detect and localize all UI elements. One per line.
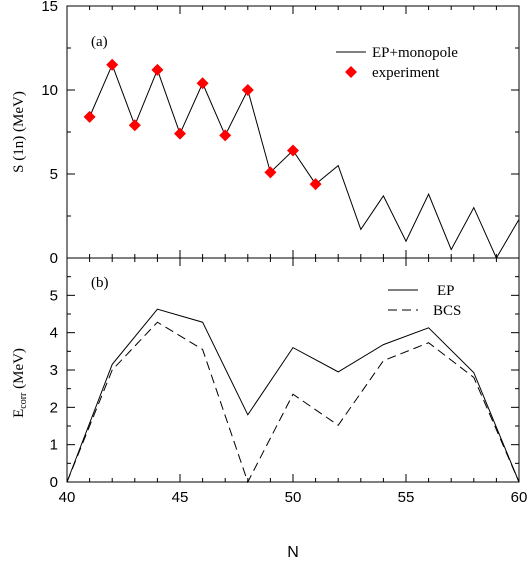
series-ep-monopole-line	[89, 63, 520, 260]
y-tick-label: 10	[41, 82, 58, 99]
y-tick-label: 2	[50, 399, 58, 416]
panel-a-tick-labels: 0 5 10 15	[41, 0, 58, 267]
panel-b-legend: EP BCS	[388, 283, 461, 319]
y-tick-label: 1	[50, 437, 58, 454]
panel-b-tag: (b)	[91, 275, 109, 291]
panel-a-ylabel: S (1n) (MeV)	[11, 91, 27, 173]
x-tick-label: 50	[285, 489, 302, 506]
legend-label-bcs: BCS	[433, 303, 461, 319]
series-experiment-point	[241, 84, 254, 96]
series-experiment-point	[219, 129, 232, 142]
series-experiment-point	[106, 58, 119, 71]
y-tick-label: 0	[50, 250, 58, 267]
panel-b-xlabel: N	[287, 544, 299, 561]
y-tick-label: 4	[50, 325, 58, 342]
series-ep-line	[66, 308, 520, 483]
y-tick-label: 0	[50, 474, 58, 491]
panel-a-legend: EP+monopole experiment	[336, 45, 458, 81]
legend-label-experiment: experiment	[372, 65, 440, 81]
panel-b-series	[66, 308, 520, 484]
series-experiment-point	[174, 127, 186, 140]
ylabel-rest: (MeV)	[11, 348, 27, 393]
series-experiment-point	[264, 166, 277, 179]
legend-swatch-experiment	[345, 66, 357, 78]
series-bcs-line	[66, 321, 520, 484]
y-tick-label: 5	[50, 287, 58, 304]
panel-b-ylabel: Ecorr (MeV)	[11, 348, 29, 418]
y-tick-label: 3	[50, 362, 58, 379]
series-experiment-point	[287, 144, 299, 157]
ylabel-sub: corr	[18, 392, 29, 409]
panel-b-ticks	[66, 257, 520, 483]
series-experiment-point	[151, 63, 164, 76]
series-experiment-point	[128, 119, 141, 132]
ylabel-main: E	[11, 409, 27, 418]
x-tick-label: 45	[172, 489, 189, 506]
y-tick-label: 5	[50, 166, 58, 183]
series-experiment-point	[83, 110, 96, 123]
panel-a-ticks	[66, 5, 520, 259]
legend-label-ep: EP	[437, 283, 455, 299]
panel-a-series	[83, 58, 520, 260]
legend-label-ep-monopole: EP+monopole	[372, 45, 458, 61]
series-experiment-point	[309, 178, 322, 191]
y-tick-label: 15	[41, 0, 58, 15]
panel-a: 0 5 10 15 (a) S (1n) (MeV) EP+monopole expe…	[11, 0, 520, 267]
x-tick-label: 40	[59, 489, 76, 506]
x-tick-label: 60	[511, 489, 528, 506]
x-tick-label: 55	[398, 489, 415, 506]
series-experiment-point	[196, 77, 209, 90]
panel-a-tag: (a)	[91, 34, 108, 50]
panel-a-frame	[66, 5, 520, 259]
